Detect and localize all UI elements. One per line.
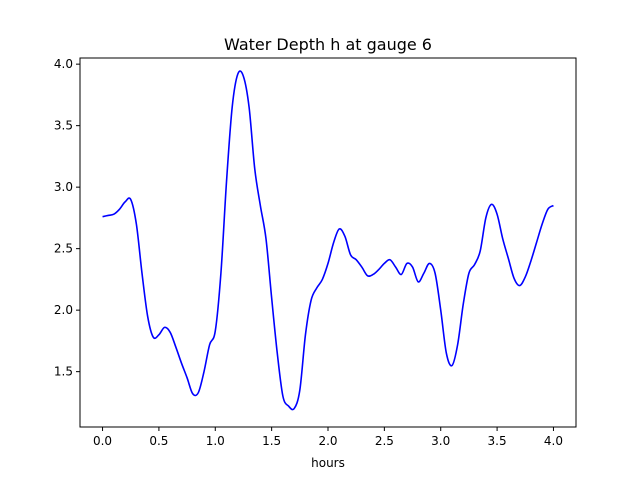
x-tick-label: 1.0 <box>206 434 225 448</box>
series-line <box>102 70 554 411</box>
y-axis-ticks: 1.5 2.0 2.5 3.0 3.5 4.0 <box>54 57 80 379</box>
x-tick-label: 0.0 <box>93 434 112 448</box>
y-tick-label: 3.5 <box>54 119 73 133</box>
chart-title: Water Depth h at gauge 6 <box>224 35 432 54</box>
series-line-group <box>102 70 554 411</box>
y-tick-label: 3.0 <box>54 180 73 194</box>
y-tick-label: 2.0 <box>54 303 73 317</box>
y-tick-label: 1.5 <box>54 365 73 379</box>
x-axis-ticks: 0.0 0.5 1.0 1.5 2.0 2.5 3.0 3.5 4.0 <box>93 427 563 448</box>
y-tick-label: 4.0 <box>54 57 73 71</box>
x-tick-label: 2.5 <box>375 434 394 448</box>
x-tick-label: 2.0 <box>318 434 337 448</box>
x-tick-label: 1.5 <box>262 434 281 448</box>
x-tick-label: 4.0 <box>544 434 563 448</box>
y-tick-label: 2.5 <box>54 242 73 256</box>
x-tick-label: 3.5 <box>488 434 507 448</box>
x-tick-label: 0.5 <box>149 434 168 448</box>
x-tick-label: 3.0 <box>431 434 450 448</box>
x-axis-label: hours <box>311 456 345 470</box>
plot-frame <box>79 57 577 428</box>
